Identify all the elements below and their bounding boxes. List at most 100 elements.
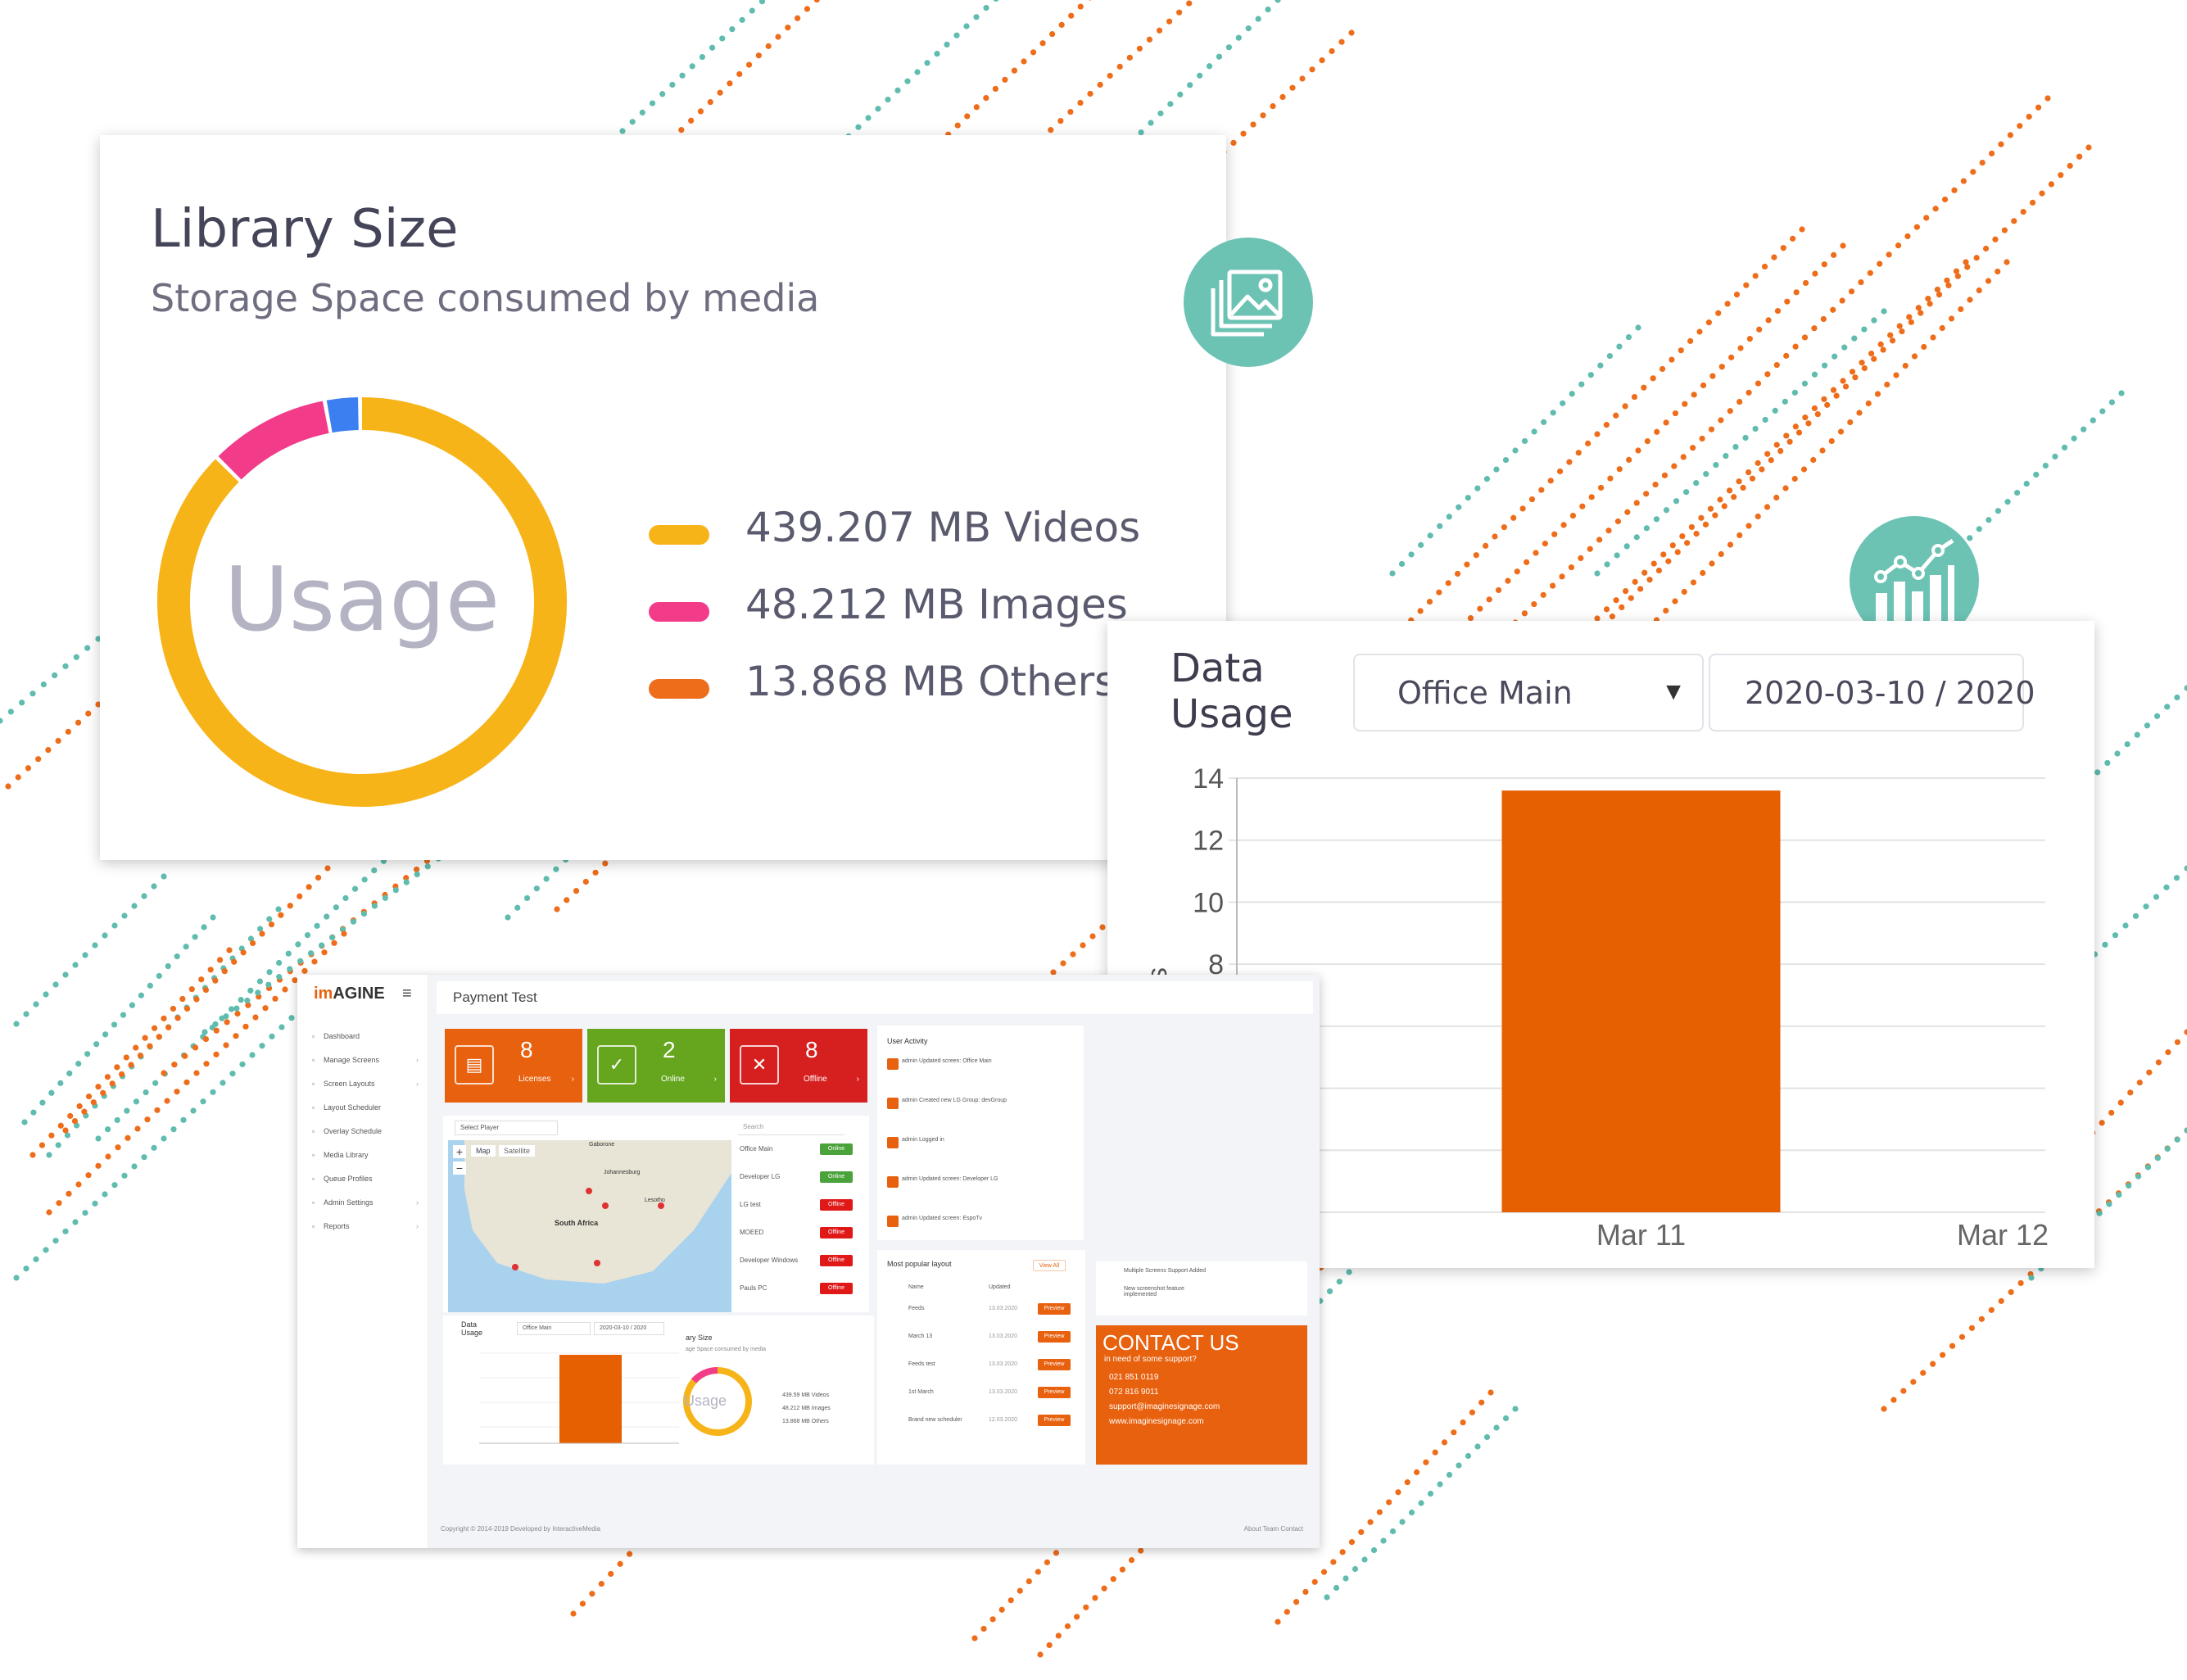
nav-icon: ▫ bbox=[312, 1127, 315, 1135]
activity-item[interactable]: admin Updated screen: Office Main bbox=[902, 1058, 992, 1064]
bar-mar-11 bbox=[1501, 790, 1781, 1212]
player-select-dropdown[interactable]: Office Main ▼ bbox=[1353, 654, 1704, 731]
popular-layout-date: 13.03.2020 bbox=[989, 1389, 1018, 1395]
map-label-capital: Gaborone bbox=[589, 1142, 615, 1148]
stat-offline-label: Offline bbox=[804, 1075, 827, 1084]
chevron-right-icon: › bbox=[856, 1075, 859, 1084]
contact-us-panel: CONTACT US in need of some support? 021 … bbox=[1096, 1325, 1307, 1465]
mini-usage-label: Usage bbox=[684, 1392, 727, 1409]
popular-layout-name: Feeds bbox=[908, 1306, 925, 1311]
player-name: Office Main bbox=[740, 1145, 773, 1152]
activity-item[interactable]: admin Logged in bbox=[902, 1137, 944, 1143]
sidebar-item-label: Reports bbox=[324, 1222, 350, 1230]
select-player-label: Select Player bbox=[460, 1124, 500, 1131]
sidebar-item-queue-profiles[interactable]: ▫ Queue Profiles bbox=[312, 1175, 427, 1189]
player-name: Pauls PC bbox=[740, 1284, 767, 1292]
sidebar-item-label: Manage Screens bbox=[324, 1056, 380, 1064]
news-item-2: New screenshot feature implemented bbox=[1124, 1286, 1184, 1297]
sidebar-item-reports[interactable]: ▫ Reports › bbox=[312, 1222, 427, 1237]
sidebar-item-admin-settings[interactable]: ▫ Admin Settings › bbox=[312, 1198, 427, 1213]
map-label-region: Lesotho bbox=[645, 1198, 665, 1203]
news-item-1: Multiple Screens Support Added bbox=[1124, 1268, 1207, 1274]
logo-text: AGINE bbox=[333, 985, 385, 1003]
view-all-button[interactable]: View All bbox=[1033, 1260, 1066, 1271]
legend-label-others: 13.868 MB Others bbox=[745, 658, 1116, 705]
page-title: Payment Test bbox=[453, 989, 537, 1005]
sidebar-item-manage-screens[interactable]: ▫ Manage Screens › bbox=[312, 1056, 427, 1071]
footer-links[interactable]: About Team Contact bbox=[1243, 1525, 1303, 1533]
sidebar-item-layout-scheduler[interactable]: ▫ Layout Scheduler bbox=[312, 1103, 427, 1118]
zoom-out-button[interactable]: − bbox=[453, 1162, 466, 1175]
user-activity-title: User Activity bbox=[887, 1037, 928, 1045]
donut-slice-others bbox=[326, 397, 360, 433]
player-status-badge: Offline bbox=[820, 1227, 853, 1238]
contact-line[interactable]: support@imaginesignage.com bbox=[1109, 1402, 1220, 1411]
mini-bar-chart bbox=[479, 1352, 692, 1444]
stat-tile-offline[interactable]: ✕ 8 Offline › bbox=[730, 1029, 867, 1103]
sidebar-item-dashboard[interactable]: ▫ Dashboard bbox=[312, 1032, 427, 1047]
contact-line[interactable]: 072 816 9011 bbox=[1109, 1388, 1159, 1397]
mini-legend-others: 13.868 MB Others bbox=[782, 1419, 829, 1424]
popular-layout-date: 13.03.2020 bbox=[989, 1361, 1018, 1367]
map-panel: Select Player Search Map Satellite South… bbox=[443, 1116, 869, 1312]
chevron-right-icon: › bbox=[416, 1056, 419, 1064]
date-range-input[interactable]: 2020-03-10 / 2020 bbox=[1709, 654, 2035, 731]
donut-slice-videos bbox=[157, 397, 567, 807]
sidebar-item-label: Overlay Schedule bbox=[324, 1127, 383, 1135]
mini-data-usage-panel: Data Usage Office Main 2020-03-10 / 2020 bbox=[443, 1315, 713, 1465]
y-tick-label: 12 bbox=[1193, 826, 1224, 857]
legend-swatch-others bbox=[649, 679, 709, 699]
player-name: Developer LG bbox=[740, 1173, 781, 1180]
stat-offline-count: 8 bbox=[805, 1037, 818, 1062]
zoom-in-button[interactable]: + bbox=[453, 1145, 466, 1158]
player-name: Developer Windows bbox=[740, 1257, 799, 1264]
preview-button[interactable]: Preview bbox=[1038, 1415, 1071, 1426]
mini-date-range[interactable]: 2020-03-10 / 2020 bbox=[594, 1322, 664, 1335]
user-activity-panel: User Activity admin Updated screen: Offi… bbox=[877, 1026, 1084, 1240]
dashboard-sidebar: imAGINE ≡ ▫ Dashboard ▫ Manage Screens › ▫ Scr… bbox=[297, 975, 428, 1548]
stat-tile-licenses[interactable]: ▤ 8 Licenses › bbox=[445, 1029, 582, 1103]
sidebar-item-label: Admin Settings bbox=[324, 1198, 374, 1207]
preview-button[interactable]: Preview bbox=[1038, 1331, 1071, 1343]
activity-avatar-icon bbox=[887, 1137, 899, 1148]
select-player-dropdown[interactable]: Select Player bbox=[455, 1121, 558, 1135]
player-status-badge: Online bbox=[820, 1171, 853, 1183]
chevron-right-icon: › bbox=[713, 1075, 717, 1084]
preview-button[interactable]: Preview bbox=[1038, 1387, 1071, 1398]
map-tab-satellite[interactable]: Satellite bbox=[499, 1145, 536, 1157]
contact-line[interactable]: 021 851 0119 bbox=[1109, 1373, 1159, 1382]
legend-item-videos: 439.207 MB Videos bbox=[649, 504, 1222, 561]
sidebar-item-label: Layout Scheduler bbox=[324, 1103, 382, 1112]
data-usage-title: Data Usage bbox=[1170, 645, 1293, 737]
contact-line[interactable]: www.imaginesignage.com bbox=[1109, 1417, 1204, 1426]
nav-icon: ▫ bbox=[312, 1198, 315, 1207]
search-input[interactable]: Search bbox=[738, 1121, 844, 1135]
map-view[interactable]: Map Satellite South Africa Johannesburg … bbox=[448, 1140, 731, 1312]
activity-item[interactable]: admin Created new LG Group: devGroup bbox=[902, 1098, 1007, 1103]
preview-button[interactable]: Preview bbox=[1038, 1359, 1071, 1370]
stat-tile-online[interactable]: ✓ 2 Online › bbox=[587, 1029, 725, 1103]
activity-item[interactable]: admin Updated screen: Developer LG bbox=[902, 1176, 998, 1182]
preview-button[interactable]: Preview bbox=[1038, 1303, 1071, 1315]
activity-item[interactable]: admin Updated screen: EspoTv bbox=[902, 1216, 983, 1221]
sidebar-item-media-library[interactable]: ▫ Media Library bbox=[312, 1151, 427, 1166]
popular-layout-title: Most popular layout bbox=[887, 1260, 952, 1268]
mini-legend-videos: 439.59 MB Videos bbox=[782, 1392, 830, 1398]
sidebar-item-label: Screen Layouts bbox=[324, 1080, 375, 1088]
player-status-badge: Offline bbox=[820, 1255, 853, 1266]
caret-down-icon: ▼ bbox=[1661, 678, 1686, 705]
nav-icon: ▫ bbox=[312, 1056, 315, 1064]
mini-player-select[interactable]: Office Main bbox=[517, 1322, 591, 1335]
news-panel: Multiple Screens Support Added New scree… bbox=[1096, 1261, 1307, 1315]
sidebar-item-screen-layouts[interactable]: ▫ Screen Layouts › bbox=[312, 1080, 427, 1094]
hamburger-menu-icon[interactable]: ≡ bbox=[402, 985, 412, 1003]
activity-avatar-icon bbox=[887, 1176, 899, 1188]
legend-swatch-images bbox=[649, 602, 709, 622]
library-size-title: Library Size bbox=[151, 199, 459, 260]
nav-icon: ▫ bbox=[312, 1080, 315, 1088]
sidebar-item-overlay-schedule[interactable]: ▫ Overlay Schedule bbox=[312, 1127, 427, 1142]
popular-layout-date: 12.03.2020 bbox=[989, 1417, 1018, 1423]
map-tab-map[interactable]: Map bbox=[471, 1145, 496, 1157]
player-select-value: Office Main bbox=[1397, 675, 1573, 711]
stat-licenses-label: Licenses bbox=[518, 1075, 551, 1084]
